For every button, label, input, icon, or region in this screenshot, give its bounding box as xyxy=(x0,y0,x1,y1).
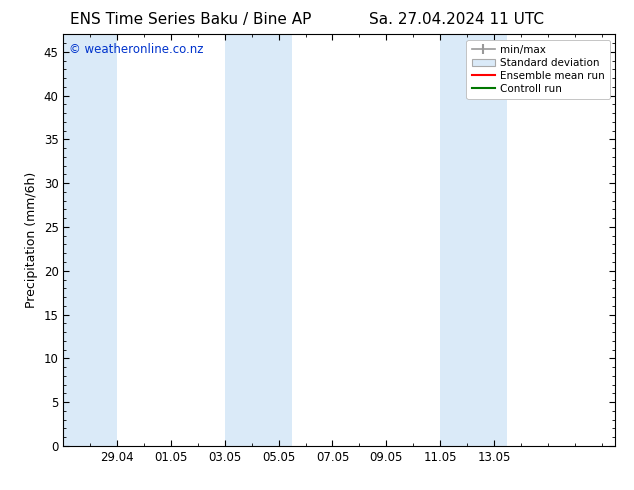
Legend: min/max, Standard deviation, Ensemble mean run, Controll run: min/max, Standard deviation, Ensemble me… xyxy=(467,40,610,99)
Bar xyxy=(225,34,292,446)
Bar xyxy=(63,34,117,446)
Y-axis label: Precipitation (mm/6h): Precipitation (mm/6h) xyxy=(25,172,38,308)
Text: © weatheronline.co.nz: © weatheronline.co.nz xyxy=(69,43,204,55)
Text: Sa. 27.04.2024 11 UTC: Sa. 27.04.2024 11 UTC xyxy=(369,12,544,27)
Text: ENS Time Series Baku / Bine AP: ENS Time Series Baku / Bine AP xyxy=(70,12,311,27)
Bar xyxy=(440,34,507,446)
